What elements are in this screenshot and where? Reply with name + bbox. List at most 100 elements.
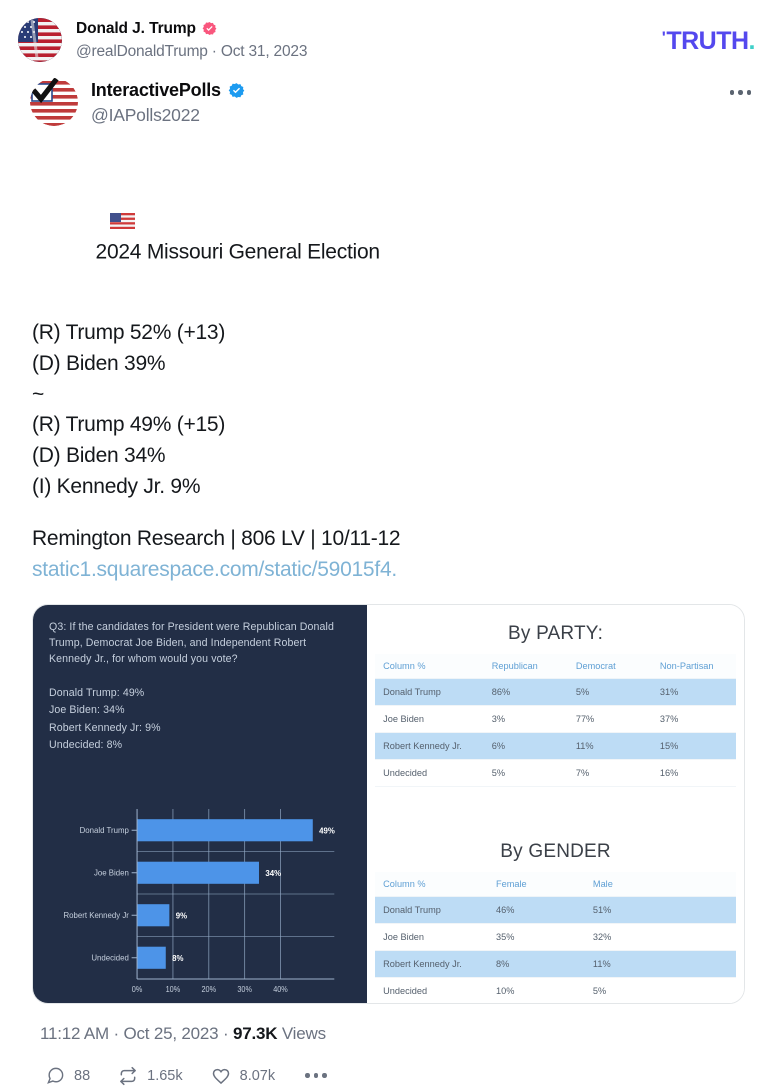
- cell-value: 11%: [584, 950, 736, 978]
- bar: [137, 818, 313, 841]
- poll-source-link[interactable]: static1.squarespace.com/static/59015f4.: [32, 557, 397, 581]
- poll-line-2: (D) Biden 39%: [32, 351, 166, 375]
- truth-logo-text: TRUTH: [666, 27, 749, 55]
- views-count: 97.3K: [232, 1023, 278, 1043]
- column-header: Male: [584, 871, 736, 897]
- truth-social-logo: ' TRUTH .: [661, 27, 756, 56]
- chart-bars: [137, 818, 313, 969]
- poll-crosstab-panel: By PARTY: Column % Republican Democrat N…: [367, 604, 744, 1003]
- post-name-row: Donald J. Trump: [76, 19, 307, 38]
- value-label: 8%: [172, 953, 184, 962]
- table-row: Joe Biden 3% 77% 37%: [375, 705, 736, 733]
- tweet-timestamp: 11:12 AM · Oct 25, 2023 ·: [40, 1023, 233, 1043]
- repost-button[interactable]: 1.65k: [118, 1066, 183, 1086]
- cell-value: 8%: [488, 950, 585, 978]
- embedded-tweet-identity: InteractivePolls @IAPolls2022: [91, 78, 245, 126]
- party-table-title: By PARTY:: [508, 622, 604, 644]
- poll-results-list: Donald Trump: 49% Joe Biden: 34% Robert …: [49, 685, 351, 755]
- poll-result-biden: Joe Biden: 34%: [49, 704, 125, 717]
- x-tick-label: 10%: [166, 984, 181, 993]
- column-header: Republican: [483, 653, 568, 679]
- poll-line-4: (D) Biden 34%: [32, 443, 166, 467]
- tweet-actions-bar: 88 1.65k 8.07k: [18, 1044, 759, 1086]
- dot: [729, 90, 734, 95]
- cell-value: 32%: [584, 923, 736, 951]
- spacer: [32, 298, 745, 318]
- reply-button[interactable]: 88: [46, 1066, 90, 1085]
- poll-line-3: (R) Trump 49% (+15): [32, 413, 226, 437]
- cell-value: 35%: [488, 923, 585, 951]
- cell-value: 7%: [567, 759, 652, 787]
- more-actions-icon[interactable]: [305, 1073, 327, 1078]
- value-label: 49%: [319, 826, 335, 835]
- cell-value: 11%: [567, 732, 652, 760]
- interactivepolls-avatar-checkmark-flag-icon: [30, 78, 78, 126]
- cell-value: 6%: [483, 732, 568, 760]
- truth-logo-tick: ': [661, 28, 666, 47]
- poll-result-kennedy: Robert Kennedy Jr: 9%: [49, 721, 161, 734]
- post-handle-and-date: @realDonaldTrump · Oct 31, 2023: [76, 43, 308, 61]
- column-header: Column %: [375, 871, 488, 897]
- dot: [746, 90, 751, 95]
- spacer: [375, 787, 736, 833]
- row-label: Donald Trump: [375, 678, 484, 706]
- tweet-meta-row: 11:12 AM · Oct 25, 2023 · 97.3K Views: [18, 1004, 759, 1044]
- cell-value: 15%: [651, 732, 736, 760]
- avatar[interactable]: [18, 18, 62, 62]
- table-row: Donald Trump 46% 51%: [375, 896, 736, 924]
- x-tick-label: 40%: [273, 984, 288, 993]
- poll-source-block: Remington Research | 806 LV | 10/11-12 s…: [32, 524, 745, 585]
- row-label: Robert Kennedy Jr.: [375, 732, 484, 760]
- cell-value: 37%: [651, 705, 736, 733]
- repost-count: 1.65k: [147, 1067, 183, 1084]
- poll-source: Remington Research | 806 LV | 10/11-12: [32, 527, 401, 551]
- trump-avatar-flag-image: [18, 18, 62, 62]
- heart-icon: [211, 1066, 231, 1086]
- cell-value: 86%: [483, 678, 568, 706]
- poll-result-trump: Donald Trump: 49%: [49, 686, 145, 699]
- horizontal-bar-chart: Donald Trump Joe Biden Robert Kennedy Jr Un…: [33, 801, 367, 1003]
- row-label: Robert Kennedy Jr.: [375, 950, 488, 978]
- row-label: Joe Biden: [375, 705, 484, 733]
- poll-result-undecided: Undecided: 8%: [49, 739, 123, 752]
- gender-crosstab-table: Column % Female Male Donald Trump 46% 51…: [375, 871, 736, 1003]
- row-label: Joe Biden: [375, 923, 488, 951]
- embedded-handle: @IAPolls2022: [91, 105, 200, 125]
- table-row: Undecided 5% 7% 16%: [375, 759, 736, 787]
- tweet-title-line: 2024 Missouri General Election: [32, 146, 745, 298]
- table-row: Undecided 10% 5%: [375, 977, 736, 1003]
- table-header-row: Column % Female Male: [375, 871, 736, 897]
- category-label: Undecided: [91, 953, 129, 962]
- dot: [313, 1073, 319, 1078]
- tweet-title-text: 2024 Missouri General Election: [95, 239, 381, 263]
- retweet-icon: [118, 1066, 138, 1086]
- dot: [738, 90, 743, 95]
- avatar[interactable]: [30, 78, 78, 126]
- embedded-tweet-card[interactable]: InteractivePolls @IAPolls2022: [18, 78, 759, 1086]
- more-options-icon[interactable]: [729, 90, 751, 95]
- value-label: 9%: [176, 911, 188, 920]
- category-label: Robert Kennedy Jr: [64, 910, 130, 919]
- views-label: Views: [277, 1023, 326, 1043]
- value-label: 34%: [265, 868, 281, 877]
- table-row: Robert Kennedy Jr. 8% 11%: [375, 950, 736, 978]
- table-row: Robert Kennedy Jr. 6% 11% 15%: [375, 732, 736, 760]
- poll-media-card[interactable]: Q3: If the candidates for President were…: [32, 603, 745, 1004]
- verified-badge-icon: [228, 82, 245, 99]
- embedded-display-name: InteractivePolls: [91, 80, 221, 100]
- column-header: Column %: [375, 653, 484, 679]
- table-row: Donald Trump 86% 5% 31%: [375, 678, 736, 706]
- cell-value: 77%: [567, 705, 652, 733]
- poll-line-5: (I) Kennedy Jr. 9%: [32, 474, 201, 498]
- chart-category-labels: Donald Trump Joe Biden Robert Kennedy Jr Un…: [64, 825, 138, 962]
- cell-value: 10%: [488, 977, 585, 1003]
- table-header-row: Column % Republican Democrat Non-Partisa…: [375, 653, 736, 679]
- column-header: Democrat: [567, 653, 652, 679]
- cell-value: 3%: [483, 705, 568, 733]
- column-header: Non-Partisan: [651, 653, 736, 679]
- party-crosstab-table: Column % Republican Democrat Non-Partisa…: [375, 653, 736, 787]
- chart-x-tick-labels: 0% 10% 20% 30% 40%: [132, 984, 288, 993]
- poll-separator: ~: [32, 382, 45, 406]
- like-button[interactable]: 8.07k: [211, 1066, 275, 1086]
- post-identity: Donald J. Trump @realDonaldTrump · Oct 3…: [76, 18, 307, 62]
